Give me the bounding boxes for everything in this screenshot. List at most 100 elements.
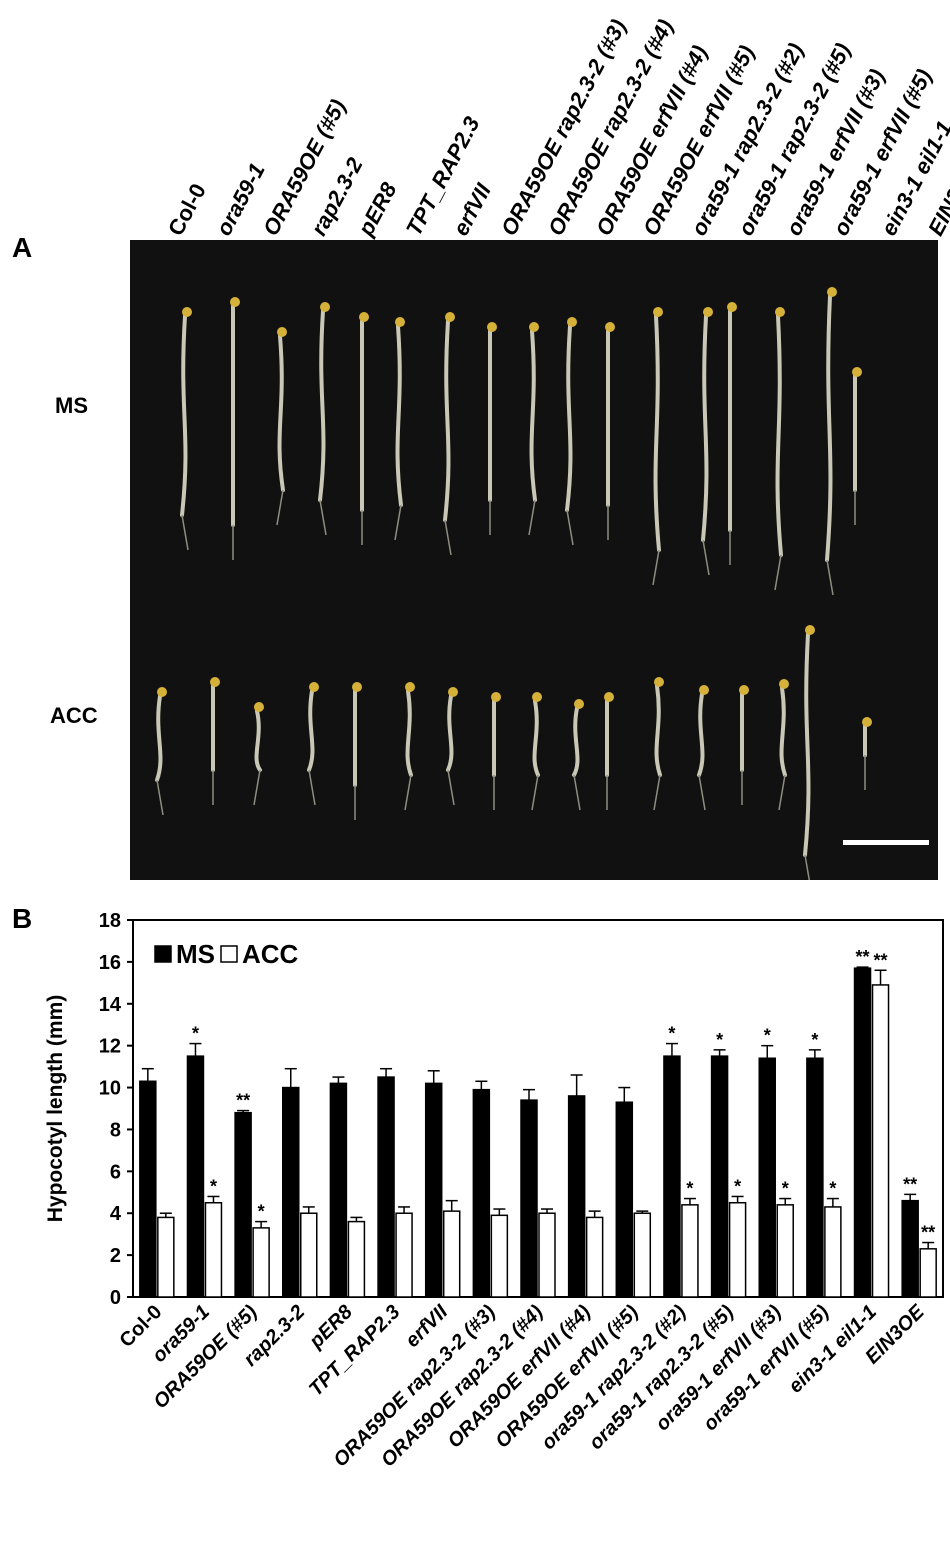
y-tick-label: 0 <box>110 1287 121 1309</box>
ms-bar <box>377 1076 395 1298</box>
ms-seedling <box>701 307 713 576</box>
genotype-label: pER8 <box>353 178 402 240</box>
ms-bar <box>424 1082 443 1298</box>
panel-b-label: B <box>12 903 33 934</box>
acc-bar <box>585 1216 604 1298</box>
ms-seedling <box>774 307 785 591</box>
ms-bar <box>901 1199 919 1298</box>
acc-bar <box>490 1214 509 1298</box>
panel-a-label: A <box>12 232 33 263</box>
ms-bar <box>234 1111 252 1298</box>
legend-label-acc: ACC <box>242 939 299 969</box>
acc-bar <box>300 1212 318 1298</box>
acc-seedling <box>491 692 501 810</box>
ms-bar <box>282 1086 300 1298</box>
acc-bar <box>347 1220 366 1298</box>
acc-seedling <box>862 717 872 790</box>
acc-significance: ** <box>874 950 888 970</box>
acc-seedling <box>155 687 167 816</box>
acc-bar <box>157 1216 175 1298</box>
ms-significance: * <box>811 1030 818 1050</box>
legend: MS ACC <box>154 939 299 969</box>
acc-bar <box>204 1202 223 1298</box>
ms-significance: * <box>764 1026 771 1046</box>
y-tick-label: 14 <box>99 994 122 1016</box>
legend-swatch-ms <box>154 945 172 963</box>
ms-seedling <box>565 317 577 546</box>
acc-seedling <box>352 682 362 820</box>
acc-significance: * <box>686 1179 693 1199</box>
ms-seedling <box>276 327 287 526</box>
ms-bar <box>520 1099 538 1298</box>
ms-bar <box>663 1055 681 1298</box>
ms-significance: ** <box>856 947 870 967</box>
ms-significance: ** <box>236 1091 250 1111</box>
ms-bar <box>806 1057 824 1298</box>
plot-frame <box>132 919 944 1298</box>
acc-bar <box>442 1210 461 1298</box>
acc-seedling <box>531 692 542 811</box>
acc-seedling <box>697 685 709 811</box>
y-tick-label: 16 <box>99 952 121 974</box>
acc-seedling <box>803 625 815 891</box>
y-tick-label: 10 <box>99 1078 121 1100</box>
ms-seedling <box>318 302 330 536</box>
y-tick-label: 8 <box>110 1119 121 1141</box>
seedlings-drawing <box>155 287 872 891</box>
acc-seedling <box>307 682 319 806</box>
acc-bar <box>252 1227 270 1298</box>
acc-seedling <box>253 702 264 806</box>
y-tick-label: 12 <box>99 1036 121 1058</box>
ms-significance: * <box>192 1024 199 1044</box>
y-tick-label: 18 <box>99 910 121 932</box>
acc-seedling <box>572 699 584 811</box>
ms-seedling <box>727 302 737 565</box>
ms-significance: * <box>716 1030 723 1050</box>
row-label-acc: ACC <box>50 703 98 728</box>
ms-seedling <box>605 322 615 540</box>
acc-bar <box>728 1202 747 1298</box>
ms-significance: ** <box>903 1174 917 1194</box>
ms-bar <box>615 1101 634 1298</box>
legend-label-ms: MS <box>176 939 215 969</box>
acc-seedling <box>210 677 220 805</box>
ms-bar <box>710 1055 729 1298</box>
acc-significance: * <box>782 1179 789 1199</box>
ms-bar <box>758 1057 776 1298</box>
acc-significance: ** <box>921 1223 935 1243</box>
acc-bar <box>681 1204 699 1298</box>
ms-bar <box>186 1055 205 1298</box>
acc-seedling <box>446 687 458 806</box>
ms-seedling <box>443 312 455 556</box>
ms-seedling <box>394 317 405 541</box>
ms-seedling <box>487 322 497 535</box>
ms-bar <box>472 1088 491 1298</box>
acc-seedling <box>739 685 749 805</box>
acc-seedling <box>778 679 789 811</box>
acc-bar <box>395 1212 413 1298</box>
acc-bar <box>919 1248 937 1298</box>
ms-seedling <box>230 297 240 560</box>
ms-seedling <box>652 307 663 586</box>
y-tick-label: 2 <box>110 1245 121 1267</box>
ms-bar <box>853 967 872 1298</box>
ms-seedling <box>359 312 369 545</box>
seedling-photo <box>130 240 938 891</box>
acc-significance: * <box>829 1179 836 1199</box>
ms-bar <box>329 1082 348 1298</box>
acc-bar <box>776 1204 794 1298</box>
ms-seedling <box>825 287 837 596</box>
acc-bar <box>824 1206 842 1298</box>
y-tick-label: 4 <box>110 1203 122 1225</box>
legend-swatch-acc <box>220 945 238 963</box>
y-tick-label: 6 <box>110 1161 121 1183</box>
acc-seedling <box>653 677 664 811</box>
genotype-label: Col-0 <box>163 179 211 240</box>
scale-bar <box>843 840 929 845</box>
ms-significance: * <box>668 1024 675 1044</box>
acc-significance: * <box>210 1176 217 1196</box>
ms-bar <box>139 1080 157 1298</box>
acc-seedling <box>604 692 614 810</box>
